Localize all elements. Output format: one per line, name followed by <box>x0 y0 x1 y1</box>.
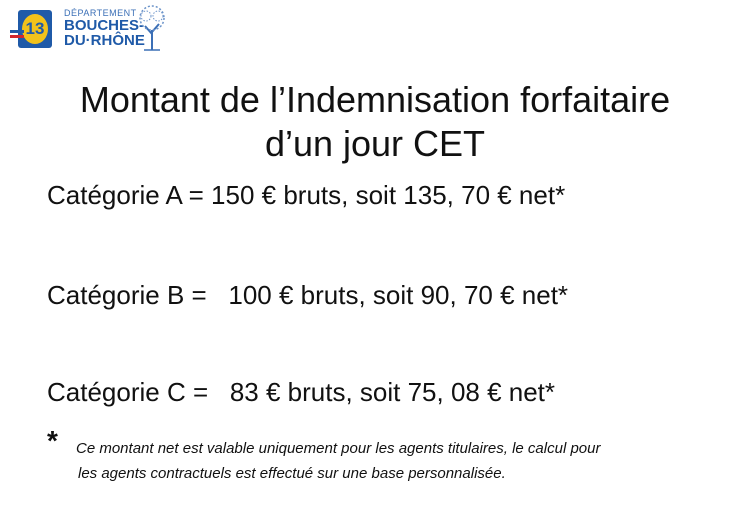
category-a-line: Catégorie A = 150 € bruts, soit 135, 70 … <box>47 180 566 210</box>
bouches-du-rhone-logo: 13 DÉPARTEMENT BOUCHES- DU·RHÔNE <box>8 2 168 54</box>
category-b-line: Catégorie B = 100 € bruts, soit 90, 70 €… <box>47 280 569 310</box>
logo-stripe <box>10 35 24 38</box>
footnote-line-2: les agents contractuels est effectué sur… <box>78 465 506 482</box>
footnote-marker: * <box>47 425 58 456</box>
category-c-line: Catégorie C = 83 € bruts, soit 75, 08 € … <box>47 377 556 407</box>
logo-text: DÉPARTEMENT BOUCHES- DU·RHÔNE <box>64 8 145 49</box>
footnote-line-1: Ce montant net est valable uniquement po… <box>76 440 601 457</box>
logo-stripe <box>10 30 24 33</box>
logo-badge: 13 <box>18 10 52 48</box>
olive-tree-icon <box>139 5 165 51</box>
slide-title: Montant de l’Indemnisation forfaitaire d… <box>79 79 671 164</box>
